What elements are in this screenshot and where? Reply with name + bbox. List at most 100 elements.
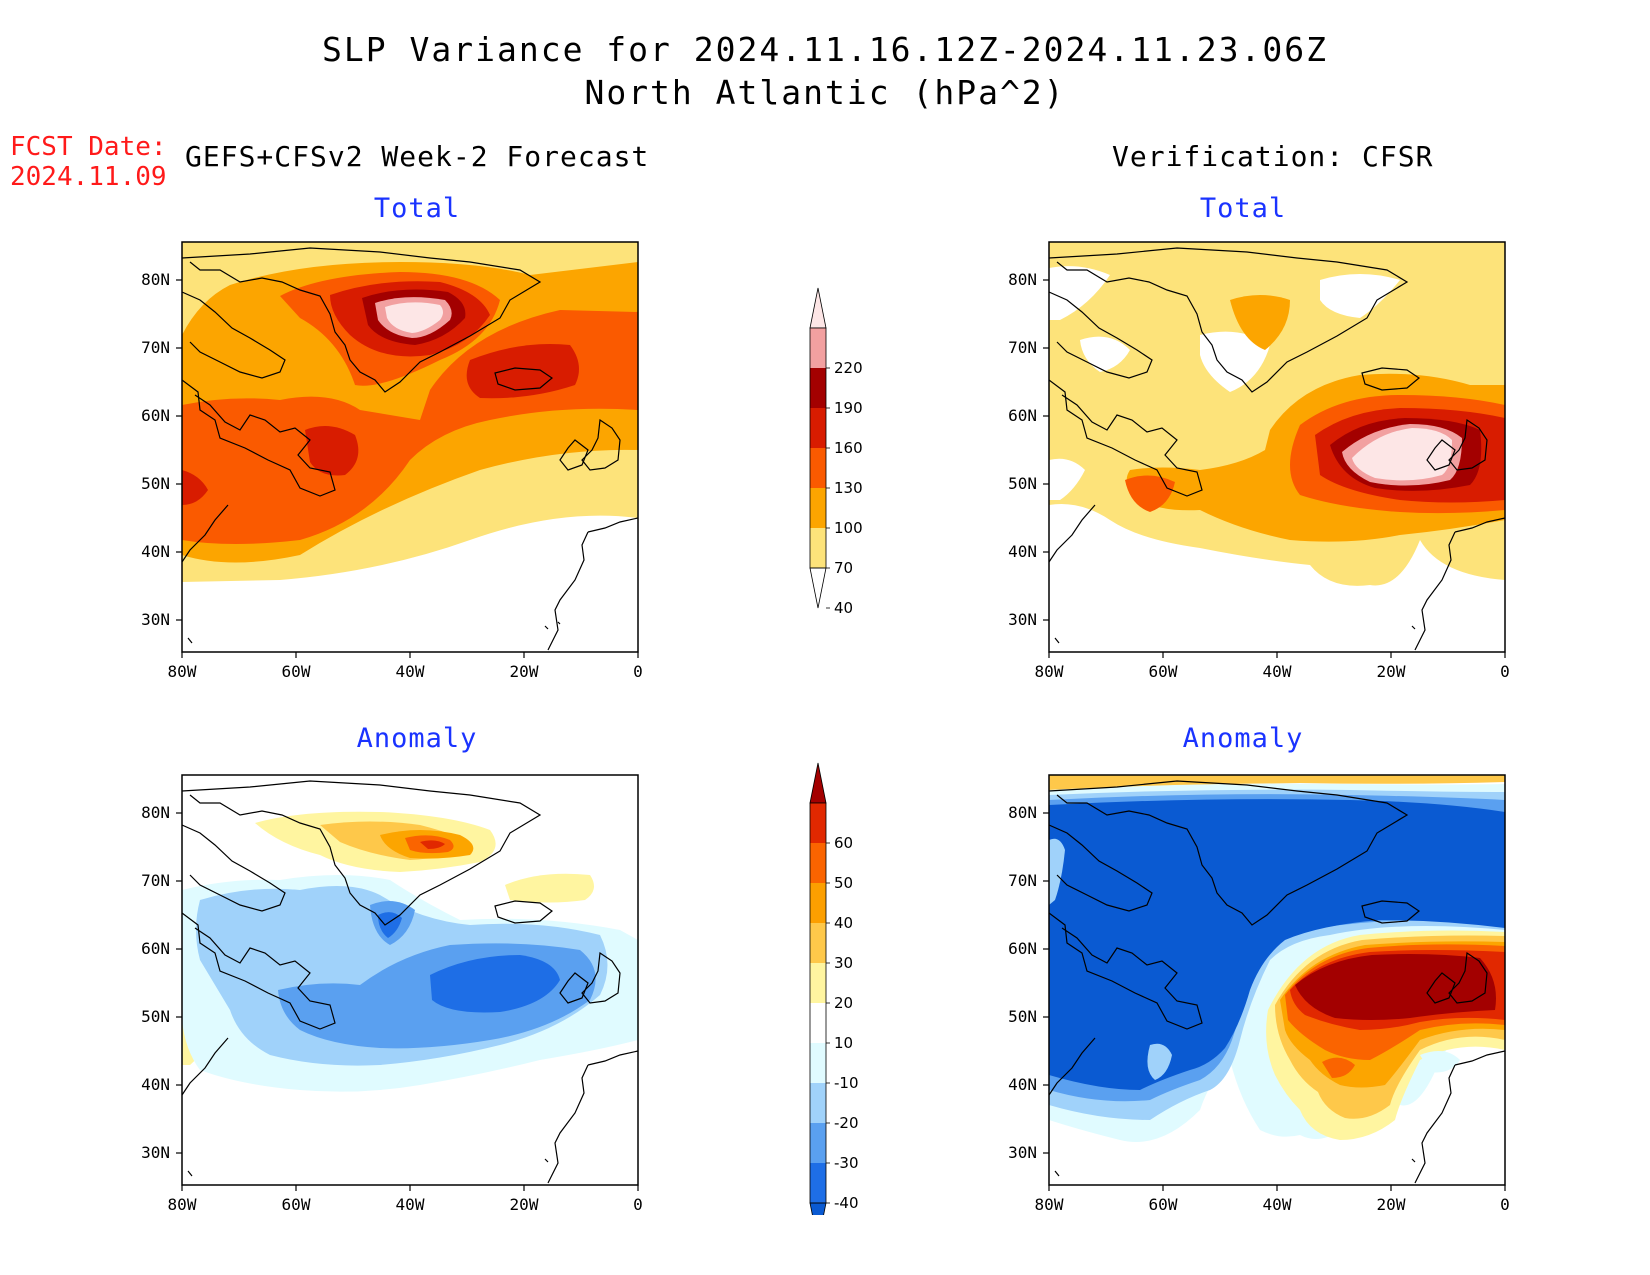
lon-labels: 80W 60W 40W 20W 0	[168, 1195, 643, 1214]
total-white-hole	[1200, 331, 1270, 392]
forecast-header: GEFS+CFSv2 Week-2 Forecast	[185, 140, 650, 173]
total-contour-220	[1352, 428, 1452, 481]
lat-label: 80N	[141, 270, 170, 289]
colorbar-label: 220	[834, 359, 863, 377]
colorbar-bin	[810, 1163, 826, 1203]
colorbar-bin	[810, 923, 826, 963]
anom-contour-pos40-blob	[1322, 1057, 1355, 1078]
lon-label: 0	[633, 1195, 643, 1214]
lat-labels: 80N 70N 60N 50N 40N 30N	[1008, 270, 1037, 629]
coastline	[1049, 780, 1505, 1184]
colorbar-label: 100	[834, 519, 863, 537]
anom-contour-pos60	[1295, 954, 1496, 1020]
lon-labels: 80W 60W 40W 20W 0	[1035, 662, 1510, 681]
panel-title-forecast-anomaly: Anomaly	[356, 723, 478, 754]
colorbar-top-arrow	[809, 762, 827, 804]
colorbar-bin	[810, 408, 826, 448]
colorbar-bin	[810, 803, 826, 843]
total-white-hole	[1049, 458, 1085, 500]
lat-label: 40N	[141, 1075, 170, 1094]
lon-label: 40W	[396, 1195, 425, 1214]
total-white-hole	[1320, 274, 1400, 318]
ticks	[1043, 279, 1506, 658]
colorbar-bin	[810, 963, 826, 1003]
colorbar-bin	[810, 1003, 826, 1043]
coastline	[1049, 247, 1505, 651]
colorbar-bin	[810, 488, 826, 528]
panel-title-verification-anomaly: Anomaly	[1182, 723, 1304, 754]
lat-label: 70N	[141, 338, 170, 357]
lat-label: 60N	[1008, 406, 1037, 425]
total-white-hole	[1049, 266, 1110, 320]
colorbar-top-arrow	[809, 287, 827, 329]
panel-title-forecast-total: Total	[373, 193, 461, 224]
lat-label: 30N	[1008, 1143, 1037, 1162]
colorbar-label: 30	[834, 954, 853, 972]
lat-label: 40N	[141, 542, 170, 561]
lon-label: 60W	[1149, 1195, 1178, 1214]
anom-top-strip-pos	[1049, 775, 1505, 790]
lon-label: 40W	[1263, 662, 1292, 681]
lon-label: 0	[1500, 662, 1510, 681]
total-contour-70	[1230, 295, 1290, 350]
verification-anomaly-map: 80N 70N 60N 50N 40N 30N 80W 60W 40W 20W …	[1008, 774, 1510, 1214]
lon-label: 20W	[1377, 1195, 1406, 1214]
colorbar-label: -10	[834, 1074, 859, 1092]
lon-label: 20W	[510, 1195, 539, 1214]
colorbar-label: 130	[834, 479, 863, 497]
forecast-anomaly-map: 80N 70N 60N 50N 40N 30N 80W 60W 40W 20W …	[141, 774, 643, 1214]
lon-label: 0	[1500, 1195, 1510, 1214]
colorbar-label: 160	[834, 439, 863, 457]
colorbar-label: 190	[834, 399, 863, 417]
colorbar-label: 50	[834, 874, 853, 892]
lon-label: 60W	[282, 1195, 311, 1214]
coastline-greenland	[182, 247, 638, 651]
lon-label: 60W	[282, 662, 311, 681]
ticks	[1043, 812, 1506, 1191]
total-contour-100-west	[1125, 475, 1175, 512]
fcst-date-label: FCST Date:	[10, 132, 167, 162]
lat-label: 80N	[1008, 803, 1037, 822]
lat-label: 70N	[141, 871, 170, 890]
colorbar-bin	[810, 328, 826, 368]
colorbar-bin	[810, 1043, 826, 1083]
lat-labels: 80N 70N 60N 50N 40N 30N	[141, 803, 170, 1162]
colorbar-bin	[810, 883, 826, 923]
colorbar-label: 40	[834, 914, 853, 932]
colorbar-label: 40	[834, 599, 853, 617]
colorbar-bin	[810, 368, 826, 408]
lat-label: 70N	[1008, 338, 1037, 357]
lon-labels: 80W 60W 40W 20W 0	[168, 662, 643, 681]
colorbar-label: 60	[834, 834, 853, 852]
lon-label: 40W	[396, 662, 425, 681]
lat-label: 50N	[141, 474, 170, 493]
lat-label: 60N	[141, 939, 170, 958]
lat-labels: 80N 70N 60N 50N 40N 30N	[141, 270, 170, 629]
anomaly-colorbar: 60 50 40 30 20 10 -10 -20 -30 -40	[809, 762, 859, 1215]
lat-label: 80N	[1008, 270, 1037, 289]
lat-label: 40N	[1008, 1075, 1037, 1094]
lat-label: 70N	[1008, 871, 1037, 890]
lat-label: 30N	[1008, 610, 1037, 629]
lat-label: 50N	[1008, 474, 1037, 493]
anom-neg40-hole	[1147, 1043, 1172, 1080]
lon-label: 0	[633, 662, 643, 681]
lon-label: 80W	[168, 662, 197, 681]
total-white-hole	[1049, 524, 1080, 553]
anom-neg40-inner-light	[1049, 838, 1065, 905]
lat-label: 80N	[141, 803, 170, 822]
main-title: SLP Variance for 2024.11.16.12Z-2024.11.…	[322, 30, 1328, 69]
verification-total-map: 80N 70N 60N 50N 40N 30N 80W 60W 40W 20W …	[1008, 241, 1510, 681]
verification-header: Verification: CFSR	[1112, 140, 1434, 173]
total-white-hole	[1080, 336, 1130, 372]
total-contour-130-edge	[182, 470, 208, 505]
lon-label: 80W	[168, 1195, 197, 1214]
colorbar-label: 70	[834, 559, 853, 577]
anom-contour-pos50	[420, 840, 445, 849]
total-contour-220	[385, 302, 443, 333]
lat-label: 50N	[141, 1007, 170, 1026]
lat-label: 30N	[141, 610, 170, 629]
anom-contour-pos40-blob2	[1420, 1051, 1460, 1073]
total-contour-130-west	[305, 426, 359, 476]
colorbar-bin	[810, 1123, 826, 1163]
